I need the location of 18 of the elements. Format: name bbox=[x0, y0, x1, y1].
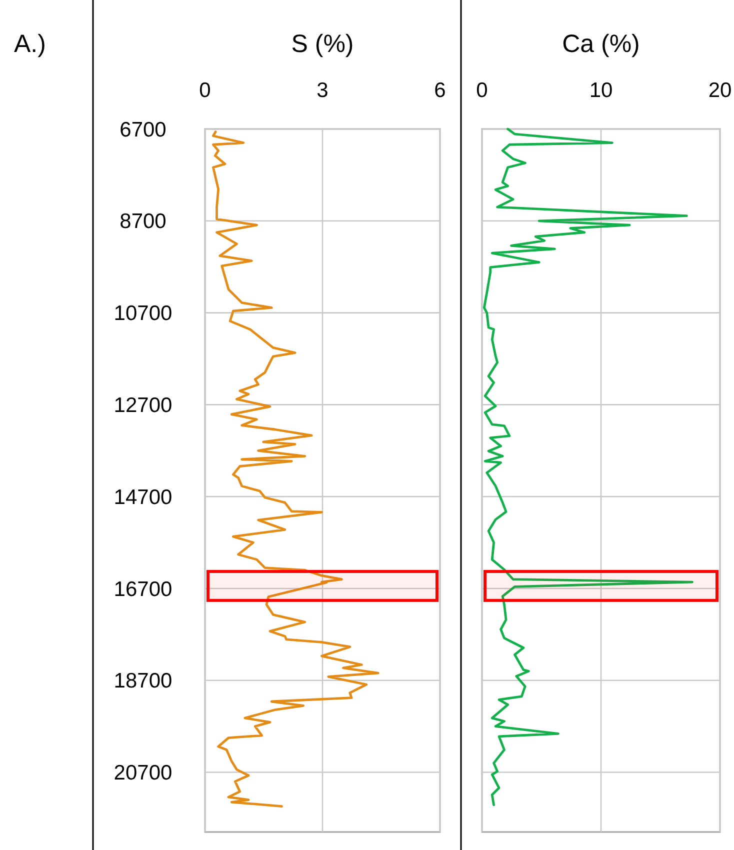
y-tick-label: 14700 bbox=[114, 486, 172, 509]
y-tick-label: 16700 bbox=[114, 578, 172, 601]
x-tick-label: 3 bbox=[316, 79, 328, 102]
text: A.) bbox=[14, 30, 46, 58]
x-tick-label: 10 bbox=[589, 79, 613, 102]
y-tick-label: 18700 bbox=[114, 670, 172, 693]
y-tick-label: 12700 bbox=[114, 394, 172, 418]
line-series bbox=[212, 130, 380, 808]
x-axis-title: Ca (%) bbox=[562, 30, 640, 58]
x-tick-label: 0 bbox=[476, 79, 488, 102]
x-tick-label: 0 bbox=[199, 79, 211, 102]
x-tick-label: 6 bbox=[434, 79, 446, 102]
x-axis-title: S (%) bbox=[291, 30, 354, 58]
x-tick-label: 20 bbox=[708, 79, 732, 102]
y-tick-label: 8700 bbox=[120, 210, 166, 234]
y-tick-label: 10700 bbox=[114, 302, 172, 326]
y-tick-label: 6700 bbox=[120, 118, 166, 142]
y-tick-label: 20700 bbox=[114, 762, 172, 785]
